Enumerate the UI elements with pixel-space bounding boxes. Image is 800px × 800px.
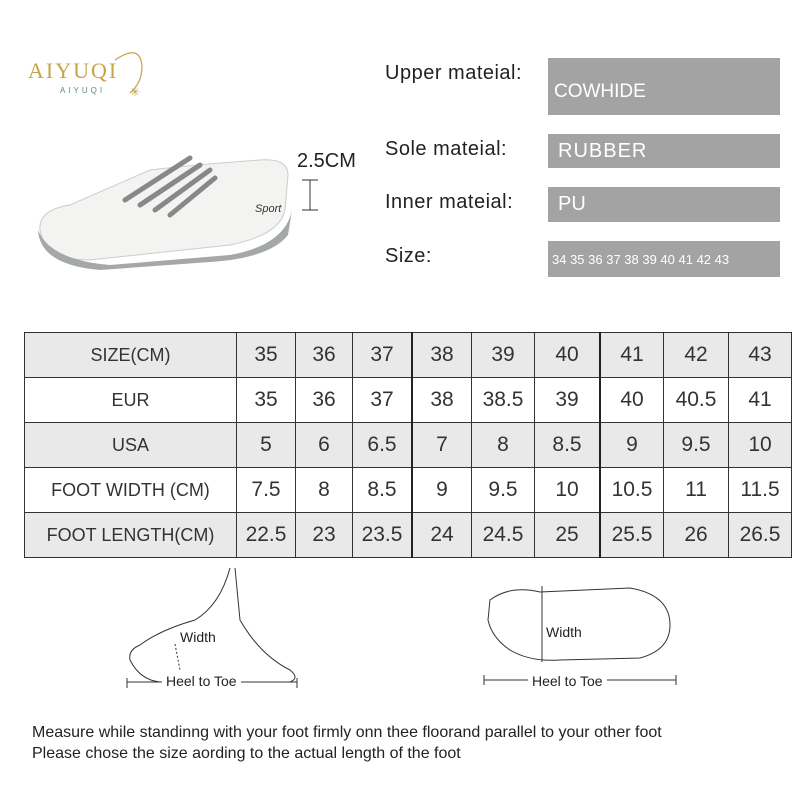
table-cell: 8.5 xyxy=(534,422,601,468)
top-length-label: Heel to Toe xyxy=(528,673,607,689)
brand-logo-sub: AIYUQI xyxy=(60,86,106,95)
table-cell: 7.5 xyxy=(236,467,296,513)
shoe-image: Sport xyxy=(38,155,292,270)
table-cell: 10 xyxy=(728,422,792,468)
table-cell: 35 xyxy=(236,377,296,423)
table-cell: 8 xyxy=(471,422,535,468)
table-cell: 26 xyxy=(663,512,729,558)
table-cell: 11.5 xyxy=(728,467,792,513)
svg-text:✳: ✳ xyxy=(130,85,140,98)
table-cell: 9.5 xyxy=(471,467,535,513)
table-cell: 26.5 xyxy=(728,512,792,558)
table-cell: 37 xyxy=(352,332,413,378)
inner-material-value: PU xyxy=(548,187,780,222)
row-header: USA xyxy=(24,422,237,468)
upper-material-label: Upper mateial: xyxy=(385,62,523,84)
table-cell: 36 xyxy=(295,377,353,423)
table-cell: 40 xyxy=(534,332,601,378)
table-cell: 39 xyxy=(471,332,535,378)
heel-height: 2.5CM xyxy=(297,150,356,172)
table-row: SIZE(CM) 35 36 37 38 39 40 41 42 43 xyxy=(24,332,792,378)
row-header: FOOT WIDTH (CM) xyxy=(24,467,237,513)
foot-top-diagram xyxy=(483,586,677,685)
table-row: EUR 35 36 37 38 38.5 39 40 40.5 41 xyxy=(24,377,792,423)
table-cell: 23.5 xyxy=(352,512,413,558)
side-length-label: Heel to Toe xyxy=(162,673,241,689)
table-cell: 41 xyxy=(728,377,792,423)
table-cell: 38 xyxy=(411,377,472,423)
table-cell: 5 xyxy=(236,422,296,468)
table-cell: 24 xyxy=(411,512,472,558)
table-cell: 10.5 xyxy=(599,467,664,513)
table-cell: 42 xyxy=(663,332,729,378)
table-cell: 25.5 xyxy=(599,512,664,558)
size-table: SIZE(CM) 35 36 37 38 39 40 41 42 43 EUR 35 36 37 38 38.… xyxy=(24,332,792,558)
table-cell: 25 xyxy=(534,512,601,558)
table-row: USA 5 6 6.5 7 8 8.5 9 9.5 10 xyxy=(24,422,792,468)
size-note: Please chose the size aording to the act… xyxy=(32,745,461,762)
table-cell: 22.5 xyxy=(236,512,296,558)
table-cell: 38 xyxy=(411,332,472,378)
table-cell: 7 xyxy=(411,422,472,468)
table-cell: 6 xyxy=(295,422,353,468)
table-cell: 9.5 xyxy=(663,422,729,468)
measure-note: Measure while standinng with your foot f… xyxy=(32,724,662,741)
table-cell: 40 xyxy=(599,377,664,423)
table-cell: 10 xyxy=(534,467,601,513)
upper-material-value: COWHIDE xyxy=(548,58,780,115)
table-cell: 9 xyxy=(599,422,664,468)
row-header: SIZE(CM) xyxy=(24,332,237,378)
row-header: FOOT LENGTH(CM) xyxy=(24,512,237,558)
table-cell: 24.5 xyxy=(471,512,535,558)
sole-material-label: Sole mateial: xyxy=(385,138,508,160)
table-cell: 40.5 xyxy=(663,377,729,423)
table-cell: 35 xyxy=(236,332,296,378)
top-width-label: Width xyxy=(546,624,582,640)
table-cell: 9 xyxy=(411,467,472,513)
table-cell: 39 xyxy=(534,377,601,423)
height-marker xyxy=(302,179,318,211)
table-cell: 37 xyxy=(352,377,413,423)
table-cell: 11 xyxy=(663,467,729,513)
size-label: Size: xyxy=(385,245,432,267)
row-header: EUR xyxy=(24,377,237,423)
table-cell: 43 xyxy=(728,332,792,378)
table-row: FOOT WIDTH (CM) 7.5 8 8.5 9 9.5 10 10.5 11 11.5 xyxy=(24,467,792,513)
table-cell: 8 xyxy=(295,467,353,513)
table-cell: 23 xyxy=(295,512,353,558)
side-width-label: Width xyxy=(180,629,216,645)
sole-material-value: RUBBER xyxy=(548,134,780,168)
table-cell: 41 xyxy=(599,332,664,378)
table-cell: 8.5 xyxy=(352,467,413,513)
brand-logo: AIYUQI xyxy=(28,58,119,83)
logo-swoosh: ✳ xyxy=(114,52,143,98)
table-cell: 38.5 xyxy=(471,377,535,423)
table-row: FOOT LENGTH(CM) 22.5 23 23.5 24 24.5 25 25.5 26 2… xyxy=(24,512,792,558)
sole-brand-text: Sport xyxy=(255,203,282,215)
inner-material-label: Inner mateial: xyxy=(385,191,514,213)
table-cell: 6.5 xyxy=(352,422,413,468)
size-range-value: 34 35 36 37 38 39 40 41 42 43 xyxy=(548,241,780,277)
table-cell: 36 xyxy=(295,332,353,378)
